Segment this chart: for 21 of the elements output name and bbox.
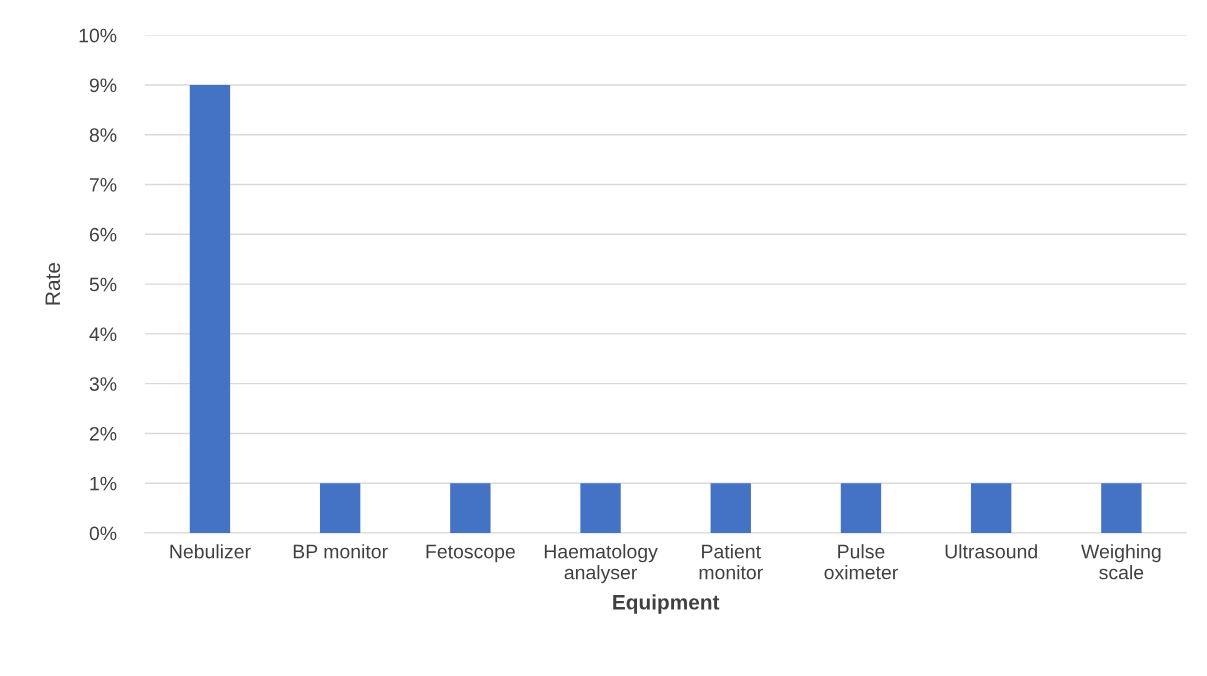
x-tick-label: Haematology analyser [544,544,658,584]
y-tick-label: 4% [89,327,117,342]
y-tick-label: 9% [89,78,117,93]
y-tick-label: 6% [89,227,117,242]
x-tick-label: Weighing scale [1081,544,1161,580]
y-tick-label: 1% [90,476,117,491]
x-axis-title: Equipment [613,594,720,614]
y-tick-label: 5% [89,277,117,292]
y-tick-label: 8% [89,128,117,142]
x-tick-label: Fetoscope [426,544,515,563]
x-tick-label: Patient monitor [699,544,763,580]
y-tick-label: 3% [89,377,117,391]
y-tick-label: 0% [89,526,117,541]
y-tick-label: 7% [89,178,117,192]
y-tick-label: 10% [79,28,117,43]
y-tick-label: 2% [89,426,117,441]
x-tick-label: BP monitor [293,544,388,559]
x-tick-label: Pulse oximeter [824,544,898,580]
x-tick-label: Nebulizer [170,544,251,559]
y-axis-title: Rate [45,263,61,305]
x-tick-label: Ultrasound [945,544,1037,559]
